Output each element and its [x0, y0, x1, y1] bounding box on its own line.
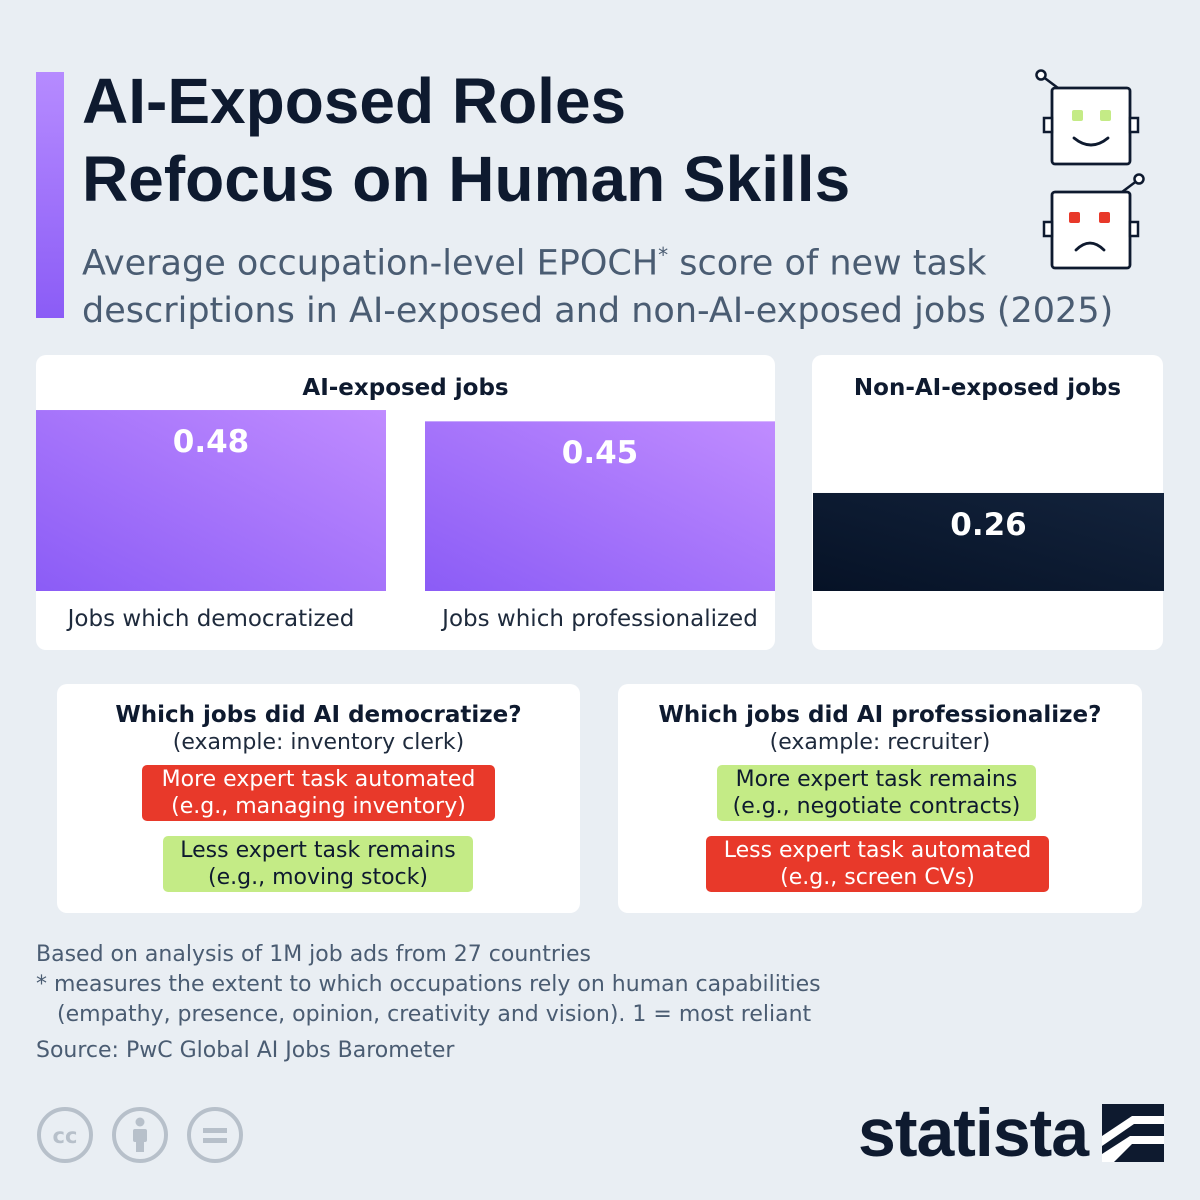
bar-1	[36, 410, 386, 591]
subtitle: Average occupation-level EPOCH* score of…	[82, 232, 1182, 335]
subtitle-line-1: Average occupation-level EPOCH* score of…	[82, 243, 987, 284]
page-title: AI-Exposed Roles Refocus on Human Skills	[82, 62, 982, 218]
professionalize-card: Which jobs did AI professionalize? (exam…	[618, 684, 1142, 913]
sad-robot-icon	[1042, 173, 1145, 270]
category-label-1: Jobs which democratized	[67, 606, 355, 632]
note-line-1: Based on analysis of 1M job ads from 27 …	[36, 942, 591, 967]
professionalize-example: (example: recruiter)	[769, 730, 991, 755]
professionalize-title: Which jobs did AI professionalize?	[658, 702, 1102, 728]
value-label-3: 0.26	[950, 506, 1027, 543]
group-title-non-ai-exposed: Non-AI-exposed jobs	[853, 375, 1122, 401]
statista-logo-icon	[1102, 1104, 1164, 1162]
title-line-1: AI-Exposed Roles	[82, 65, 627, 137]
source-note: Source: PwC Global AI Jobs Barometer	[36, 1038, 455, 1063]
category-label-2: Jobs which professionalized	[442, 606, 758, 632]
value-label-1: 0.48	[172, 424, 250, 461]
title-line-2: Refocus on Human Skills	[82, 143, 851, 215]
value-label-2: 0.45	[561, 435, 639, 472]
note-line-2: * measures the extent to which occupatio…	[36, 972, 821, 997]
svg-text:cc: cc	[53, 1124, 78, 1148]
group-title-ai-exposed: AI-exposed jobs	[302, 375, 509, 401]
accent-bar	[36, 72, 64, 318]
professionalize-automated-chip: Less expert task automated (e.g., screen …	[706, 836, 1049, 892]
subtitle-line-2: descriptions in AI-exposed and non-AI-ex…	[82, 290, 1114, 331]
democratize-title: Which jobs did AI democratize?	[115, 702, 522, 728]
cc-icon[interactable]: cc	[37, 1107, 93, 1163]
statista-logo-text: statista	[858, 1095, 1089, 1171]
notes: Based on analysis of 1M job ads from 27 …	[36, 940, 1136, 1030]
no-derivatives-icon[interactable]	[187, 1107, 243, 1163]
license-icons: cc	[37, 1107, 243, 1163]
democratize-remains-chip: Less expert task remains (e.g., moving st…	[163, 836, 473, 892]
bar-2	[425, 421, 775, 591]
note-line-3: (empathy, presence, opinion, creativity …	[36, 1002, 812, 1027]
bar-chart	[36, 410, 1164, 591]
democratize-automated-chip: More expert task automated (e.g., managin…	[142, 765, 495, 821]
democratize-example: (example: inventory clerk)	[172, 730, 465, 755]
democratize-card: Which jobs did AI democratize? (example:…	[57, 684, 580, 913]
bar-3	[813, 492, 1164, 591]
professionalize-remains-chip: More expert task remains (e.g., negotiate…	[717, 765, 1036, 821]
attribution-icon[interactable]	[112, 1107, 168, 1163]
happy-robot-icon	[1035, 69, 1140, 166]
